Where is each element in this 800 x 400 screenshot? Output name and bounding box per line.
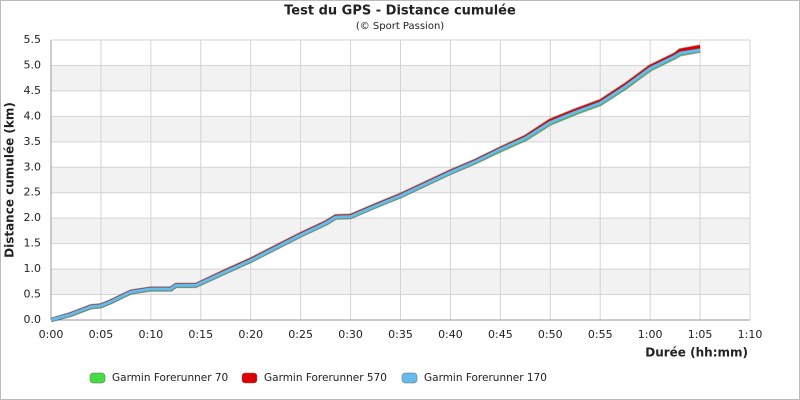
x-tick-label: 0:45: [488, 328, 513, 341]
x-tick-label: 0:50: [538, 328, 563, 341]
x-tick-label: 0:05: [89, 328, 114, 341]
x-tick-label: 1:05: [688, 328, 713, 341]
y-tick-label: 2.0: [24, 211, 42, 224]
y-tick-label: 1.0: [24, 262, 42, 275]
series-line: [50, 48, 701, 322]
x-tick-label: 1:10: [738, 328, 763, 341]
legend-swatch: [401, 372, 418, 384]
legend-swatch: [241, 372, 258, 384]
x-tick-label: 0:20: [238, 328, 263, 341]
chart-subtitle: (© Sport Passion): [356, 21, 444, 32]
x-tick-label: 0:10: [139, 328, 164, 341]
x-tick-label: 0:25: [288, 328, 313, 341]
legend-label: Garmin Forerunner 570: [264, 372, 387, 384]
y-tick-label: 0.5: [24, 288, 42, 301]
y-tick-label: 0.0: [24, 313, 42, 326]
x-tick-label: 0:40: [438, 328, 463, 341]
x-axis-title: Durée (hh:mm): [645, 346, 748, 360]
x-tick-label: 0:30: [338, 328, 363, 341]
chart-title: Test du GPS - Distance cumulée: [284, 4, 516, 19]
legend-label: Garmin Forerunner 70: [112, 372, 228, 384]
x-tick-label: 0:35: [388, 328, 413, 341]
x-tick-label: 0:00: [39, 328, 64, 341]
y-tick-label: 4.5: [24, 84, 42, 97]
x-tick-label: 1:00: [638, 328, 663, 341]
y-tick-label: 3.5: [24, 135, 42, 148]
y-tick-label: 4.0: [24, 109, 42, 122]
legend-swatch: [89, 372, 106, 384]
y-tick-label: 3.0: [24, 160, 42, 173]
y-tick-label: 2.5: [24, 186, 42, 199]
x-tick-label: 0:55: [588, 328, 613, 341]
y-tick-label: 1.5: [24, 237, 42, 250]
y-tick-label: 5.5: [24, 33, 42, 46]
y-axis-title: Distance cumulée (km): [3, 102, 17, 258]
y-tick-label: 5.0: [24, 58, 42, 71]
x-tick-label: 0:15: [188, 328, 213, 341]
legend-label: Garmin Forerunner 170: [424, 372, 547, 384]
